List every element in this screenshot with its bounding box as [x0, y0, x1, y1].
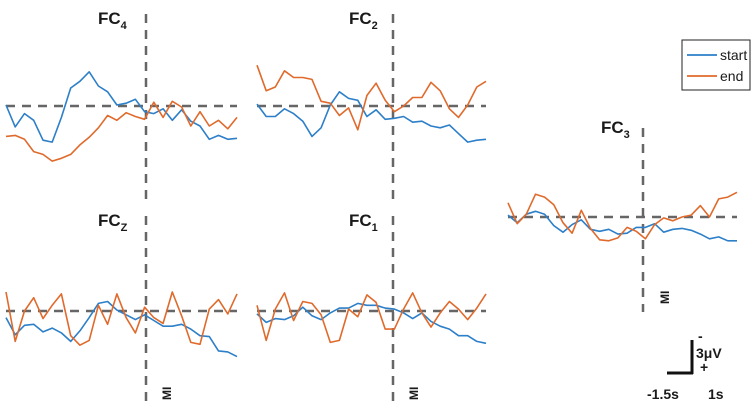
scale-bar: - 3μV + -1.5s 1s	[647, 328, 724, 402]
legend-box	[681, 39, 751, 91]
scale-neg-sign: -	[698, 328, 703, 344]
trace-start	[256, 91, 487, 143]
panel-fc2: FC2	[256, 9, 487, 206]
channel-panels: FC4 FC2 FC3 MI FCZ MI FC1 MI	[5, 9, 738, 404]
channel-title: FC2	[349, 9, 378, 32]
trace-end	[256, 292, 487, 344]
event-label: MI	[407, 387, 421, 400]
event-label: MI	[160, 387, 174, 400]
scale-time-end-label: 1s	[708, 386, 724, 402]
trace-start	[5, 300, 238, 358]
scale-time-start-label: -1.5s	[647, 386, 679, 402]
legend-end-label: end	[720, 68, 743, 84]
panel-fc3: FC3 MI	[507, 118, 738, 312]
trace-start	[507, 210, 737, 242]
scale-amplitude-label: 3μV	[696, 345, 722, 361]
legend: start end	[681, 39, 751, 91]
panel-fc1: FC1 MI	[256, 211, 487, 404]
channel-title: FC1	[349, 211, 378, 234]
channel-title: FCZ	[98, 211, 128, 234]
trace-end	[507, 191, 738, 242]
trace-start	[5, 71, 238, 143]
event-label: MI	[658, 291, 672, 304]
trace-end	[5, 291, 238, 347]
panel-fc4: FC4	[5, 9, 238, 206]
trace-start	[256, 302, 487, 345]
scale-pos-sign: +	[700, 359, 708, 375]
channel-title: FC3	[601, 118, 630, 141]
trace-end	[256, 64, 487, 131]
legend-start-label: start	[720, 47, 747, 63]
panel-fcz: FCZ MI	[5, 211, 238, 404]
trace-end	[5, 100, 238, 162]
channel-title: FC4	[98, 9, 128, 32]
